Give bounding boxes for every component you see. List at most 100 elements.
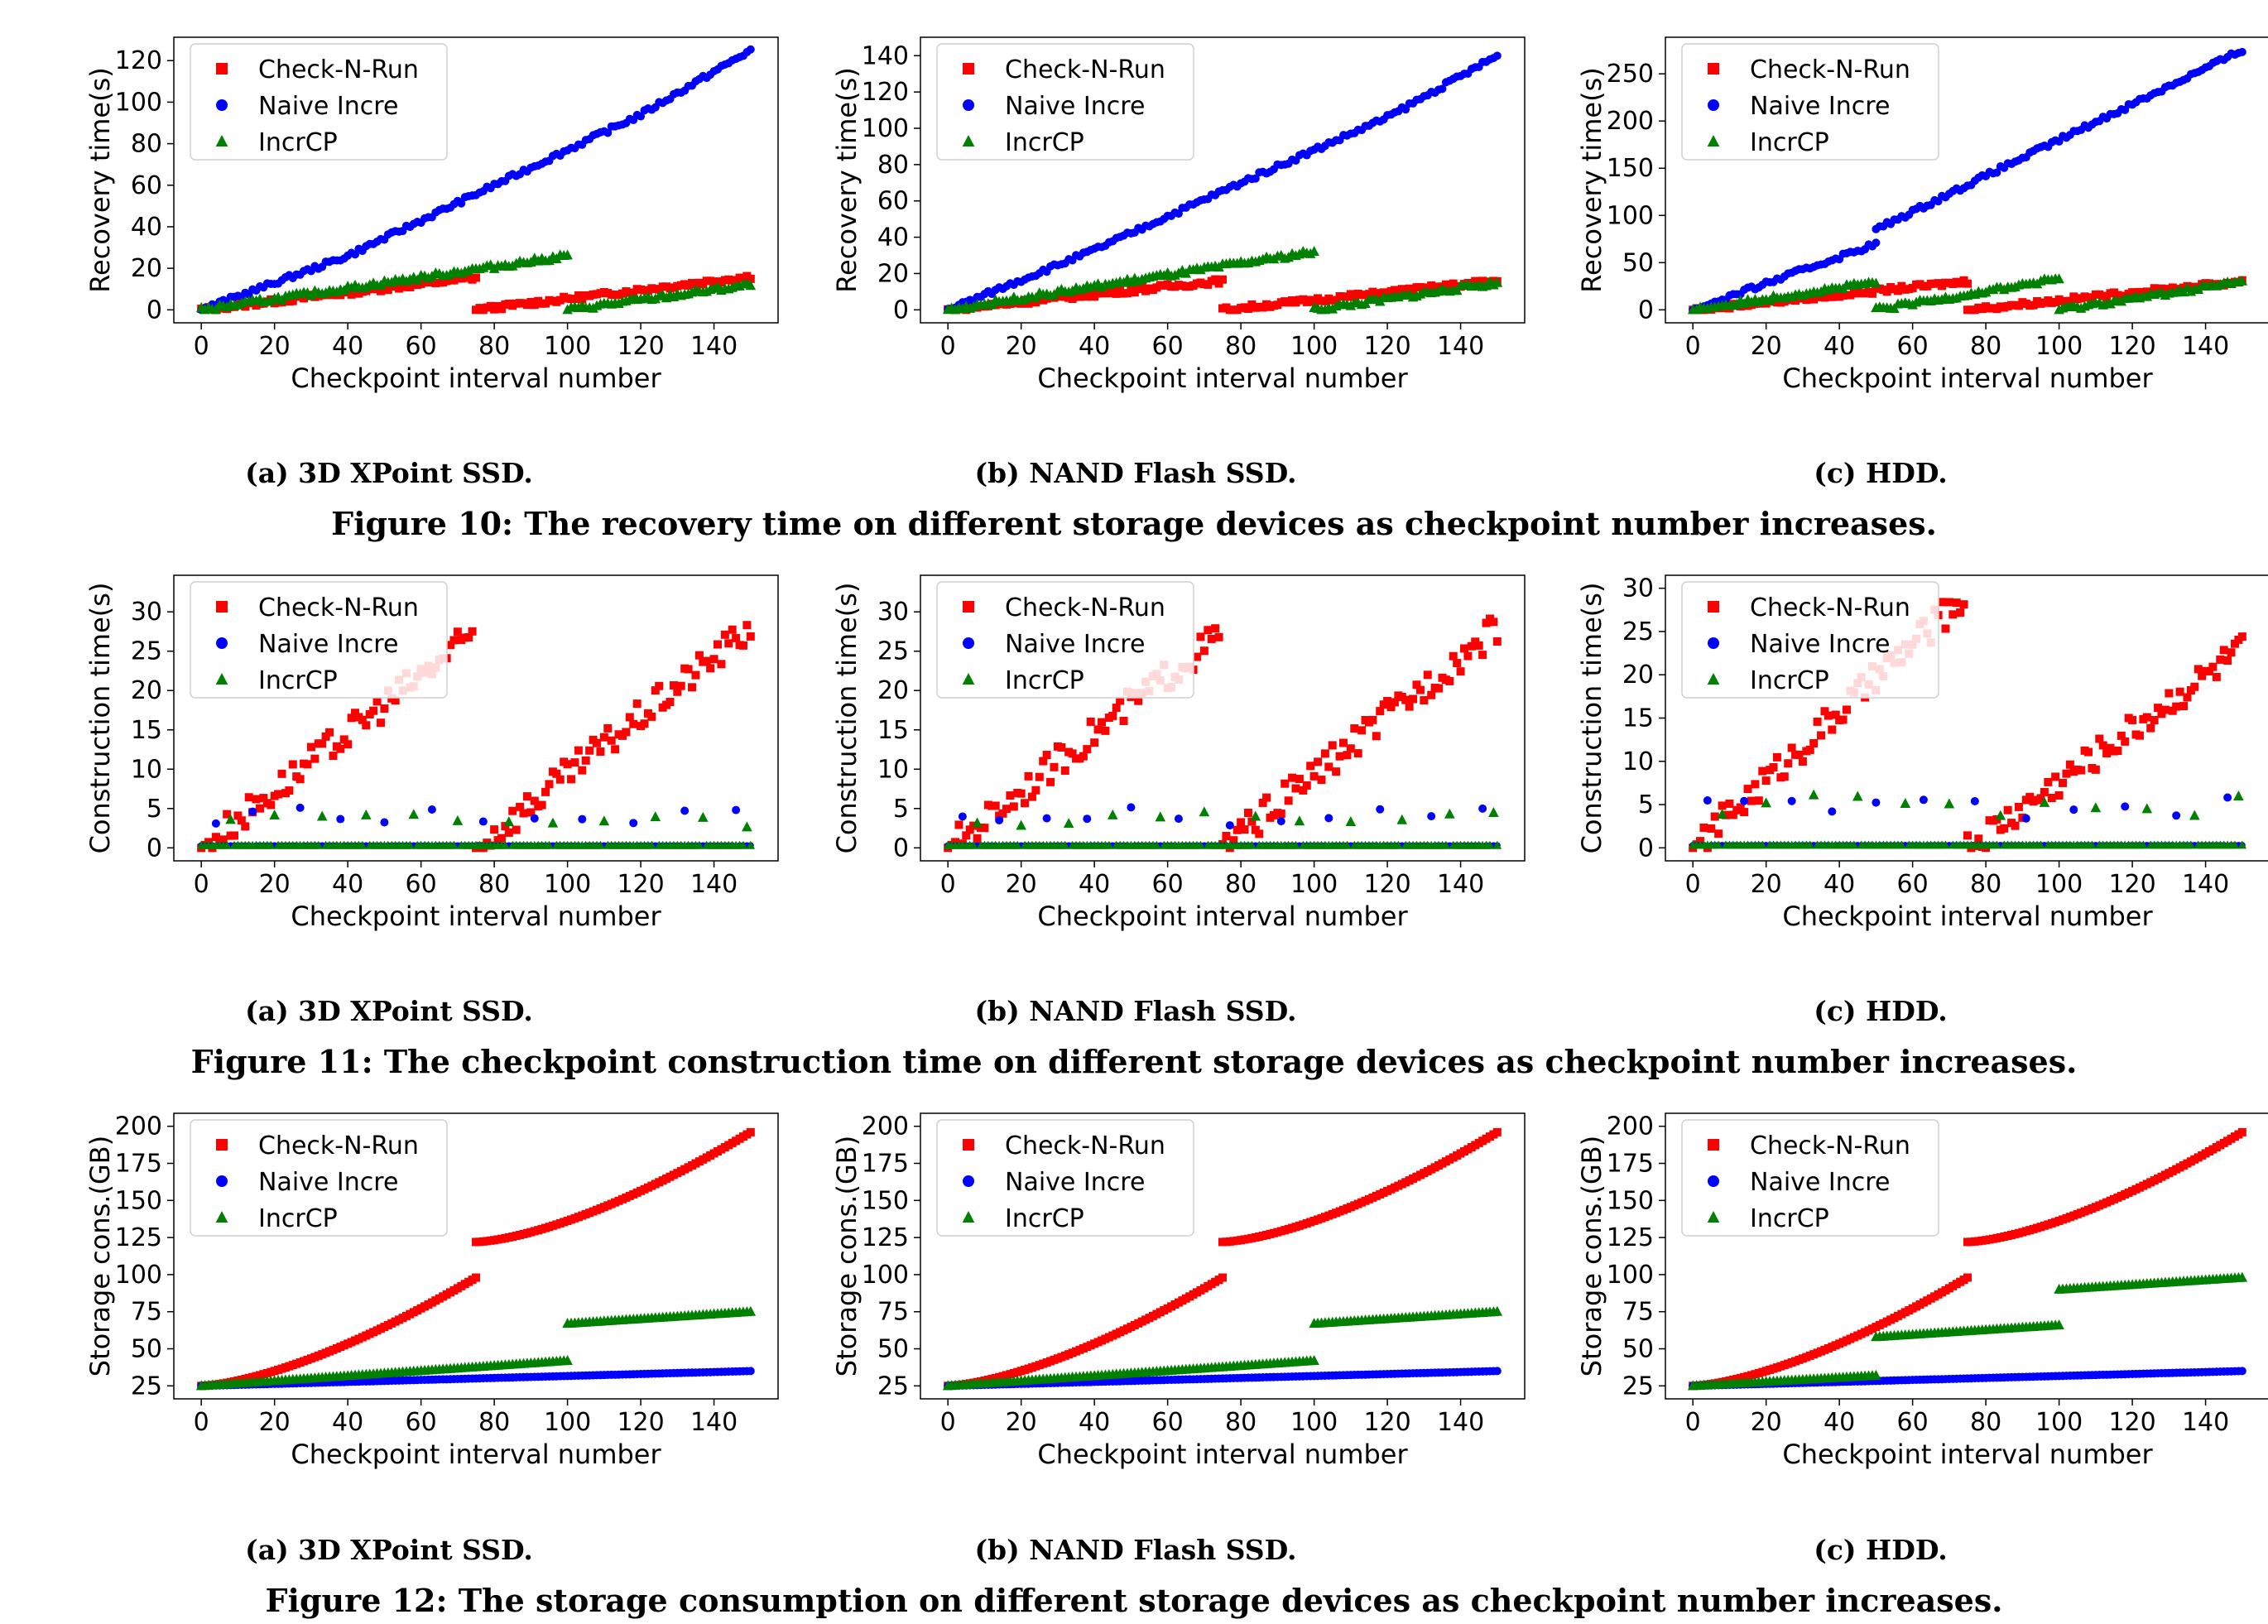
subcaption: (b) NAND Flash SSD. [974,457,1297,489]
data-point [1258,798,1267,807]
legend-label: Naive Incre [1750,1168,1890,1197]
data-point [478,817,488,826]
x-tick-label: 60 [1152,1408,1184,1437]
data-point [742,621,752,630]
data-point [1710,812,1719,821]
data-point [497,834,506,843]
data-point [702,656,711,665]
data-point [274,790,283,799]
legend-marker-naive-incre [216,637,228,649]
data-point [1174,814,1183,824]
data-point [2219,646,2228,655]
data-point [694,840,704,849]
figure-caption: Figure 11: The checkpoint construction t… [190,1043,2078,1080]
legend-marker-check-n-run [1708,601,1719,613]
legend-label: IncrCP [1750,666,1829,695]
legend-label: IncrCP [258,128,338,157]
series-naive-incre [944,51,1502,315]
data-point [1963,1273,1972,1282]
data-point [1068,749,1077,758]
data-point [1838,715,1848,724]
x-tick-label: 40 [1079,1408,1110,1437]
data-point [472,273,480,282]
subcaption: (a) 3D XPoint SSD. [245,457,533,489]
data-point [1485,840,1495,849]
data-point [468,627,477,636]
data-point [1394,840,1403,849]
series-incrcp [943,806,1502,849]
y-tick-label: 0 [1638,834,1654,862]
data-point [1152,840,1161,849]
y-tick-label: 25 [877,637,909,666]
data-point [1284,796,1293,805]
y-tick-label: 0 [1638,295,1654,324]
data-point [1343,840,1352,849]
data-point [2011,821,2020,830]
data-point [1453,659,1462,668]
legend-marker-check-n-run [216,601,228,613]
data-point [1427,812,1436,821]
data-point [596,747,605,757]
data-point [2237,840,2247,849]
data-point [1134,696,1143,705]
y-tick-label: 20 [131,676,162,705]
data-point [578,766,587,775]
data-point [1247,817,1257,826]
y-tick-label: 200 [1607,1112,1654,1141]
legend-label: Naive Incre [1750,630,1890,659]
x-tick-label: 80 [478,1408,510,1437]
x-tick-label: 120 [2108,332,2155,361]
series-check-n-run [944,614,1502,853]
legend-box [936,581,1194,699]
x-axis-label: Checkpoint interval number [1782,1439,2153,1470]
data-point [1488,807,1499,818]
data-point [1492,51,1502,60]
data-point [706,664,715,673]
data-point [732,805,741,814]
axes-frame [920,36,1526,324]
data-point [1386,703,1396,712]
y-tick-label: 100 [862,114,909,143]
data-point [1320,749,1329,758]
data-point [732,633,741,642]
data-point [1952,598,1961,608]
data-point [1127,803,1136,812]
data-point [1335,752,1344,761]
data-point [714,640,722,649]
x-axis-label: Checkpoint interval number [1782,901,2153,932]
data-point [1021,799,1030,808]
data-point [655,681,664,690]
y-tick-label: 0 [893,834,909,862]
x-axis-label: Checkpoint interval number [291,363,661,394]
data-point [1083,814,1092,824]
x-tick-label: 100 [544,1408,591,1437]
data-point [2117,731,2126,740]
data-point [512,825,521,834]
y-tick-label: 125 [1607,1223,1654,1252]
x-tick-label: 0 [940,1408,956,1437]
data-point [1042,751,1051,760]
data-point [1012,840,1022,849]
data-point [599,733,608,742]
data-point [1956,608,1965,617]
x-axis-label: Checkpoint interval number [1037,1439,1408,1470]
plot-area [1688,598,2247,853]
legend: Check-N-Run Naive Incre IncrCP [1681,43,1939,161]
data-point [593,738,601,747]
data-point [537,800,546,810]
data-point [1492,276,1503,287]
data-point [497,305,506,314]
data-point [555,775,565,784]
data-point [625,713,634,722]
legend-label: Check-N-Run [1005,1132,1165,1160]
data-point [376,718,385,728]
chart-fig10-b: 0 20 40 60 80 100 120 140 0 20 40 60 80 100 120 140 Chec… [831,36,1526,394]
data-point [1409,287,1418,296]
data-point [1805,745,1814,754]
x-tick-label: 140 [690,870,738,899]
data-point [1119,716,1128,725]
data-point [1276,817,1285,826]
data-point [2077,766,2086,775]
y-tick-label: 0 [147,295,162,324]
y-tick-label: 20 [1622,661,1654,689]
